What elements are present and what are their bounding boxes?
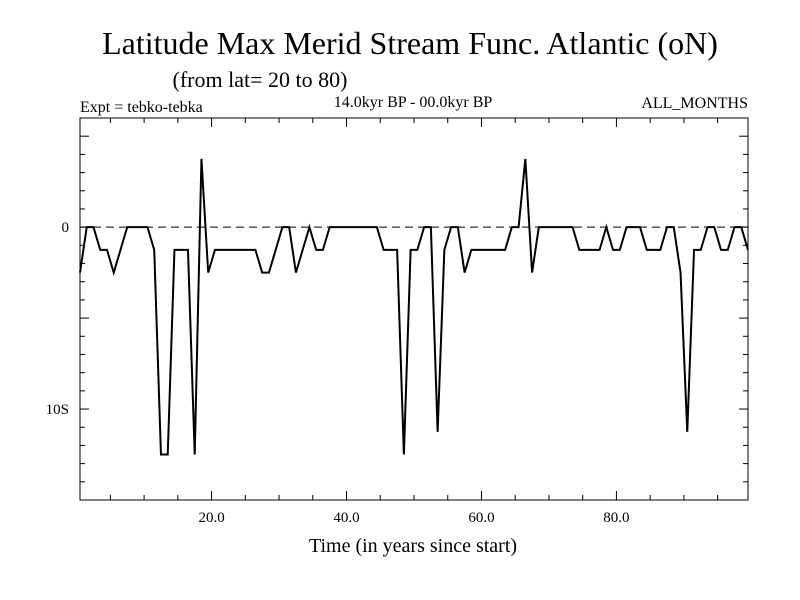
x-tick-labels: 20.0 40.0 60.0 80.0	[198, 510, 629, 526]
axis-ticks	[80, 118, 748, 500]
series-line	[79, 158, 749, 456]
plot-frame	[79, 117, 749, 501]
experiment-label: Expt = tebko-tebka	[80, 99, 203, 116]
y-tick-labels: 0 10S	[46, 220, 69, 418]
chart-subtitle: (from lat= 20 to 80)	[173, 67, 348, 92]
chart-title: Latitude Max Merid Stream Func. Atlantic…	[102, 25, 718, 61]
x-tick-label: 20.0	[198, 510, 224, 526]
y-tick-label: 0	[62, 220, 70, 236]
x-tick-label: 60.0	[468, 510, 494, 526]
time-range-label: 14.0kyr BP - 00.0kyr BP	[334, 94, 493, 111]
x-tick-label: 40.0	[333, 510, 359, 526]
x-axis-label: Time (in years since start)	[309, 535, 517, 557]
x-tick-label: 80.0	[603, 510, 629, 526]
y-tick-label: 10S	[46, 402, 69, 418]
months-label: ALL_MONTHS	[641, 95, 748, 112]
